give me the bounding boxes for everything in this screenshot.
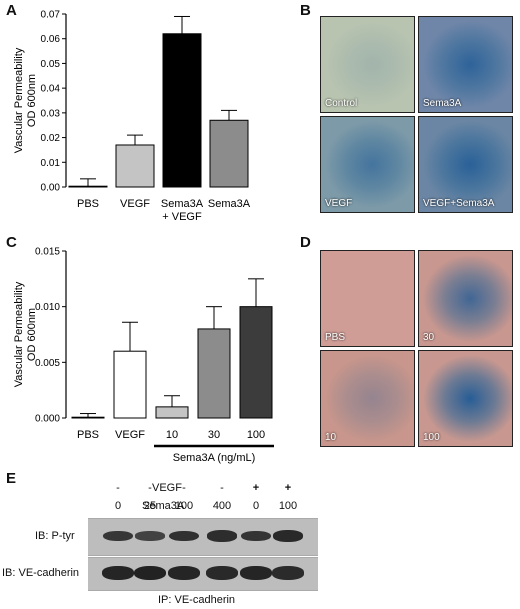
chart-a: 0.00 0.01 0.02 0.03 0.04 0.05 0.06 0.07 Vascular… <box>13 10 251 224</box>
chart-c: 0.000 0.005 0.010 0.015 Vascular Permeabilit… <box>13 247 274 464</box>
photo-label: 100 <box>423 432 440 443</box>
bar <box>209 119 249 188</box>
x-tick-label: 100 <box>247 429 265 441</box>
x-tick-label: PBS <box>77 198 99 210</box>
ptyr-band <box>273 530 303 542</box>
x-tick-label: Sema3A <box>161 198 204 210</box>
panel-letter-a: A <box>6 2 17 19</box>
y-axis-label-line2: OD 600nm <box>26 74 38 127</box>
y-tick-label: 0.01 <box>41 158 61 169</box>
tissue-photo: VEGF <box>320 116 415 213</box>
ptyr-band <box>207 530 237 542</box>
tissue-photo: 10 <box>320 350 415 447</box>
y-tick-label: 0.02 <box>41 133 61 144</box>
y-tick-label: 0.07 <box>41 10 61 21</box>
y-tick-label: 0.005 <box>35 358 60 369</box>
sema3a-lane-value: 25 <box>143 500 157 512</box>
ptyr-band <box>241 530 271 542</box>
y-tick-label: 0.015 <box>35 247 60 258</box>
x-tick-label: VEGF <box>115 429 145 441</box>
blot-row1-label: IB: P-tyr <box>35 530 75 542</box>
blot-sema3a-label: Sema3A <box>142 500 185 512</box>
x-tick-label: 10 <box>166 429 178 441</box>
bar <box>113 350 147 419</box>
tissue-photo: 30 <box>418 250 513 347</box>
ptyr-band <box>103 530 133 542</box>
vecadherin-band <box>272 566 304 580</box>
photo-label: 10 <box>325 432 337 443</box>
sema3a-lane-value: 0 <box>114 500 122 512</box>
y-tick-label: 0.010 <box>35 302 60 313</box>
panel-letter-e: E <box>6 470 17 487</box>
bar <box>115 144 155 188</box>
vecadherin-band <box>240 566 272 580</box>
tissue-photo: Sema3A <box>418 16 513 113</box>
blot-ip-label: IP: VE-cadherin <box>158 594 236 606</box>
sema3a-lane-value: 100 <box>174 500 194 512</box>
x-tick-label: VEGF <box>120 198 150 210</box>
vegf-lane-value: - <box>182 482 186 494</box>
y-tick-label: 0.00 <box>41 183 61 194</box>
vecadherin-band <box>134 566 166 580</box>
sema3a-lane-value: 0 <box>252 500 260 512</box>
x-tick-label: Sema3A <box>208 198 251 210</box>
y-axis-label-line1: Vascular Permeability <box>13 281 25 387</box>
group-label: Sema3A (ng/mL) <box>173 452 256 464</box>
photo-label: VEGF+Sema3A <box>423 198 495 209</box>
vegf-lane-value: - <box>148 482 152 494</box>
blot-vegf-label: VEGF <box>152 482 182 494</box>
y-tick-label: 0.04 <box>41 84 61 95</box>
panel-letter-d: D <box>300 234 311 251</box>
bar <box>68 185 108 188</box>
bar <box>197 328 231 419</box>
vegf-lane-value: + <box>284 482 292 494</box>
photo-label: VEGF <box>325 198 353 209</box>
panel-letter-b: B <box>300 2 311 19</box>
x-tick-label: 30 <box>208 429 220 441</box>
vegf-lane-value: + <box>252 482 260 494</box>
tissue-photo: Control <box>320 16 415 113</box>
bar <box>239 306 273 419</box>
photo-label: Sema3A <box>423 98 462 109</box>
tissue-photo: PBS <box>320 250 415 347</box>
y-tick-label: 0.05 <box>41 59 61 70</box>
y-axis-label-line1: Vascular Permeability <box>13 47 25 153</box>
bar <box>155 406 189 419</box>
blot-row2-label: IB: VE-cadherin <box>2 567 80 579</box>
vegf-lane-value: - <box>220 482 224 494</box>
y-tick-label: 0.06 <box>41 34 61 45</box>
sema3a-lane-value: 400 <box>212 500 232 512</box>
vecadherin-band <box>206 566 238 580</box>
vecadherin-band <box>102 566 134 580</box>
ptyr-band <box>169 530 199 542</box>
sema3a-lane-value: 100 <box>278 500 298 512</box>
y-axis-label-line2: OD 600nm <box>26 308 38 361</box>
y-tick-label: 0.03 <box>41 108 61 119</box>
photo-label: PBS <box>325 332 346 343</box>
vegf-lane-value: - <box>116 482 120 494</box>
tissue-photo: VEGF+Sema3A <box>418 116 513 213</box>
photo-label: 30 <box>423 332 435 343</box>
panel-letter-c: C <box>6 234 17 251</box>
ptyr-band <box>135 531 165 541</box>
y-tick-label: 0.000 <box>35 414 60 425</box>
tissue-photo: 100 <box>418 350 513 447</box>
photo-label: Control <box>325 98 358 109</box>
vecadherin-band <box>168 566 200 580</box>
x-tick-label: PBS <box>77 429 99 441</box>
bar <box>162 33 202 188</box>
x-tick-sublabel: + VEGF <box>162 211 202 223</box>
